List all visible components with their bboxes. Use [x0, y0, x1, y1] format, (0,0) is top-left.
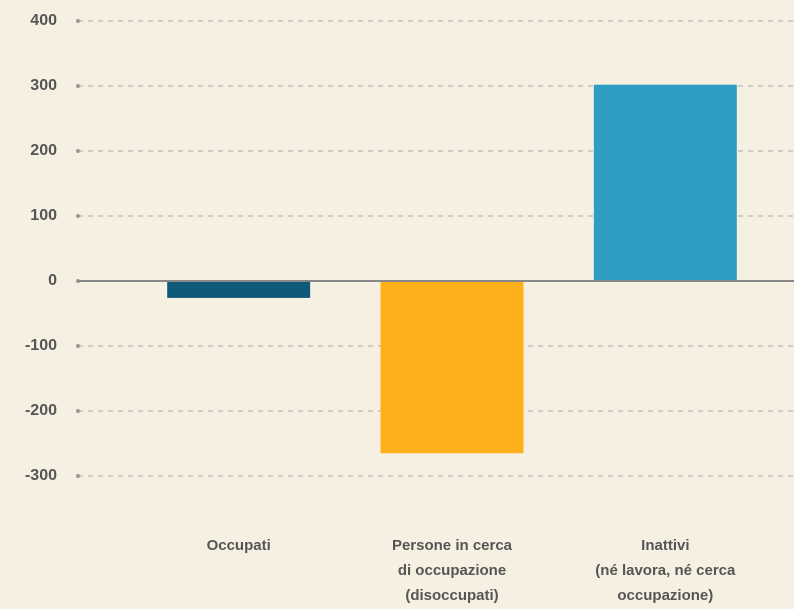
bar: [380, 281, 524, 454]
tick-dot: [76, 149, 80, 153]
tick-dot: [76, 84, 80, 88]
tick-dot: [76, 474, 80, 478]
x-tick-label: Occupati: [207, 537, 271, 554]
x-tick-label: di occupazione: [398, 562, 506, 579]
x-tick-label: (né lavora, né cerca: [595, 562, 736, 579]
x-tick-label: Persone in cerca: [392, 537, 513, 554]
x-tick-label: (disoccupati): [405, 587, 498, 604]
y-tick-label: 200: [30, 142, 57, 159]
y-tick-label: 400: [30, 12, 57, 29]
tick-dot: [76, 214, 80, 218]
y-tick-label: 100: [30, 207, 57, 224]
x-tick-label: Inattivi: [641, 537, 689, 554]
y-tick-label: 0: [48, 272, 57, 289]
tick-dot: [76, 19, 80, 23]
bar: [593, 84, 737, 281]
y-tick-label: -100: [25, 337, 57, 354]
y-tick-label: -300: [25, 467, 57, 484]
x-tick-label: occupazione): [617, 587, 713, 604]
y-tick-label: -200: [25, 402, 57, 419]
tick-dot: [76, 344, 80, 348]
tick-dot: [76, 409, 80, 413]
y-tick-label: 300: [30, 77, 57, 94]
bar: [167, 281, 311, 298]
